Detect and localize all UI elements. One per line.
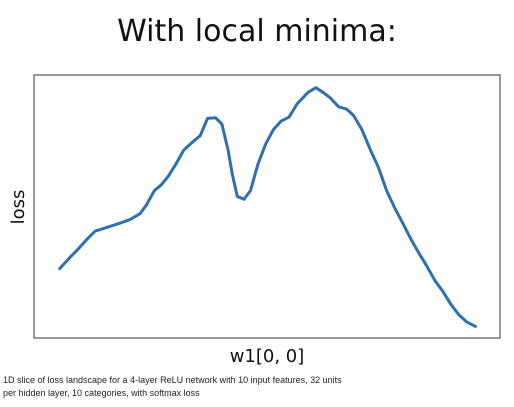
figure-caption: 1D slice of loss landscape for a 4-layer… bbox=[3, 374, 511, 400]
loss-curve-line bbox=[58, 86, 477, 328]
y-axis-label: loss bbox=[8, 190, 29, 225]
chart-title: With local minima: bbox=[117, 14, 397, 49]
x-axis-label: w1[0, 0] bbox=[230, 346, 305, 367]
caption-line-1: 1D slice of loss landscape for a 4-layer… bbox=[3, 375, 342, 385]
caption-line-2: per hidden layer, 10 categories, with so… bbox=[3, 388, 200, 398]
series-layer bbox=[58, 86, 477, 328]
plot-frame bbox=[33, 74, 501, 339]
